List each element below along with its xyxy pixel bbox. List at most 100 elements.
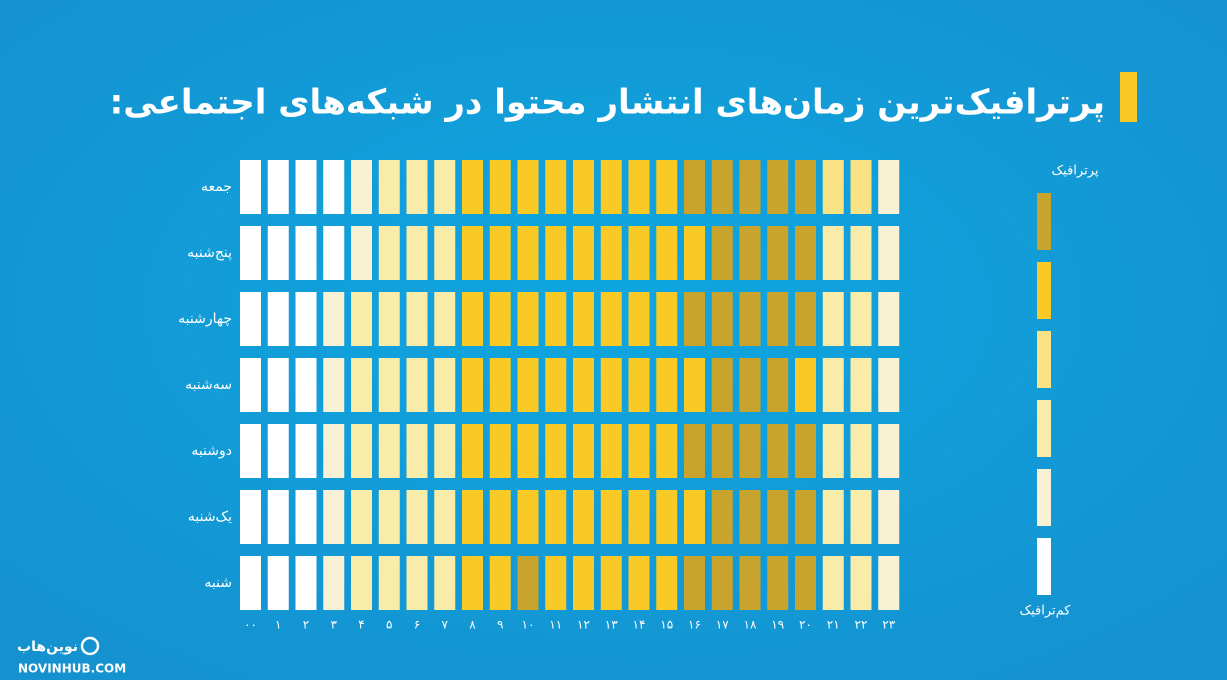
heat-cell bbox=[767, 226, 789, 280]
heat-cell bbox=[351, 490, 372, 544]
heat-cell bbox=[545, 490, 567, 544]
heat-cell bbox=[434, 490, 456, 544]
heat-cell bbox=[267, 292, 289, 346]
heat-cell bbox=[573, 424, 594, 478]
heat-cell bbox=[600, 424, 622, 478]
heat-cell bbox=[878, 556, 900, 610]
legend-swatch bbox=[1037, 469, 1051, 526]
heat-cell bbox=[517, 424, 539, 478]
heat-cell bbox=[267, 556, 289, 610]
heat-cell bbox=[850, 160, 872, 214]
heat-cell bbox=[767, 292, 789, 346]
heat-cell bbox=[378, 226, 400, 280]
hour-label: ۱۵ bbox=[660, 618, 673, 632]
heat-cell bbox=[489, 424, 511, 478]
heat-cell bbox=[628, 226, 650, 280]
hour-label: ۲۱ bbox=[827, 618, 840, 632]
heat-cell bbox=[545, 556, 567, 610]
heat-cell bbox=[351, 556, 372, 610]
heat-cell bbox=[240, 160, 261, 214]
heat-cell bbox=[323, 226, 345, 280]
hour-label: ۸ bbox=[469, 618, 476, 632]
heat-cell bbox=[628, 556, 650, 610]
heat-cell bbox=[850, 292, 872, 346]
heat-cell bbox=[711, 358, 733, 412]
heat-cell bbox=[489, 556, 511, 610]
heat-cell bbox=[434, 556, 456, 610]
heat-cell bbox=[378, 490, 400, 544]
heat-cell bbox=[795, 490, 816, 544]
hour-label: ۲۰ bbox=[799, 618, 812, 632]
heat-cell bbox=[822, 226, 844, 280]
heat-cell bbox=[767, 160, 789, 214]
heat-cell bbox=[878, 490, 900, 544]
heat-cell bbox=[822, 556, 844, 610]
heat-cell bbox=[684, 490, 705, 544]
heat-cell bbox=[462, 160, 483, 214]
heat-cell bbox=[267, 358, 289, 412]
heat-cell bbox=[462, 358, 483, 412]
heat-cell bbox=[878, 424, 900, 478]
heat-cell bbox=[850, 226, 872, 280]
heat-cell bbox=[878, 292, 900, 346]
heat-cell bbox=[684, 424, 705, 478]
heat-cell bbox=[767, 490, 789, 544]
heat-cell bbox=[600, 556, 622, 610]
day-label: پنج‌شنبه bbox=[187, 245, 232, 261]
heat-cell bbox=[545, 160, 567, 214]
heat-cell bbox=[850, 556, 872, 610]
heat-cell bbox=[323, 160, 345, 214]
heat-cell bbox=[600, 358, 622, 412]
heat-cell bbox=[739, 292, 761, 346]
heat-cell bbox=[739, 490, 761, 544]
heat-cell bbox=[517, 490, 539, 544]
hour-label: ۲ bbox=[303, 618, 309, 632]
heat-cell bbox=[656, 226, 678, 280]
heat-cell bbox=[656, 292, 678, 346]
heat-cell bbox=[573, 292, 594, 346]
heat-cell bbox=[878, 358, 900, 412]
heat-cell bbox=[462, 556, 483, 610]
heat-cell bbox=[295, 160, 317, 214]
heat-cell bbox=[545, 358, 567, 412]
heat-cell bbox=[878, 160, 900, 214]
heat-cell bbox=[462, 424, 483, 478]
heat-cell bbox=[323, 556, 345, 610]
heat-cell bbox=[489, 226, 511, 280]
logo-icon bbox=[80, 636, 100, 656]
heat-cell bbox=[545, 226, 567, 280]
heat-cell bbox=[628, 490, 650, 544]
heat-cell bbox=[711, 292, 733, 346]
legend-swatch bbox=[1037, 538, 1051, 595]
heat-cell bbox=[378, 556, 400, 610]
heat-cell bbox=[434, 160, 456, 214]
heat-cell bbox=[295, 424, 317, 478]
heat-cell bbox=[434, 358, 456, 412]
heat-cell bbox=[323, 424, 345, 478]
heat-cell bbox=[267, 424, 289, 478]
heat-cell bbox=[850, 490, 872, 544]
heat-cell bbox=[434, 292, 456, 346]
heat-cell bbox=[489, 490, 511, 544]
heat-cell bbox=[295, 358, 317, 412]
heat-cell bbox=[378, 292, 400, 346]
heat-cell bbox=[600, 490, 622, 544]
heat-cell bbox=[240, 424, 261, 478]
heat-cell bbox=[462, 292, 483, 346]
day-label: یک‌شنبه bbox=[188, 509, 232, 525]
heat-cell bbox=[406, 556, 428, 610]
heat-cell bbox=[267, 226, 289, 280]
heat-cell bbox=[684, 292, 705, 346]
heat-cell bbox=[406, 292, 428, 346]
heat-cell bbox=[573, 556, 594, 610]
heat-cell bbox=[517, 556, 539, 610]
heat-cell bbox=[739, 226, 761, 280]
heat-cell bbox=[711, 556, 733, 610]
heat-cell bbox=[406, 226, 428, 280]
heat-cell bbox=[573, 490, 594, 544]
hour-label: ۷ bbox=[442, 618, 449, 632]
title-accent bbox=[1120, 72, 1137, 122]
heat-cell bbox=[434, 226, 456, 280]
heat-cell bbox=[267, 490, 289, 544]
heat-cell bbox=[795, 226, 816, 280]
